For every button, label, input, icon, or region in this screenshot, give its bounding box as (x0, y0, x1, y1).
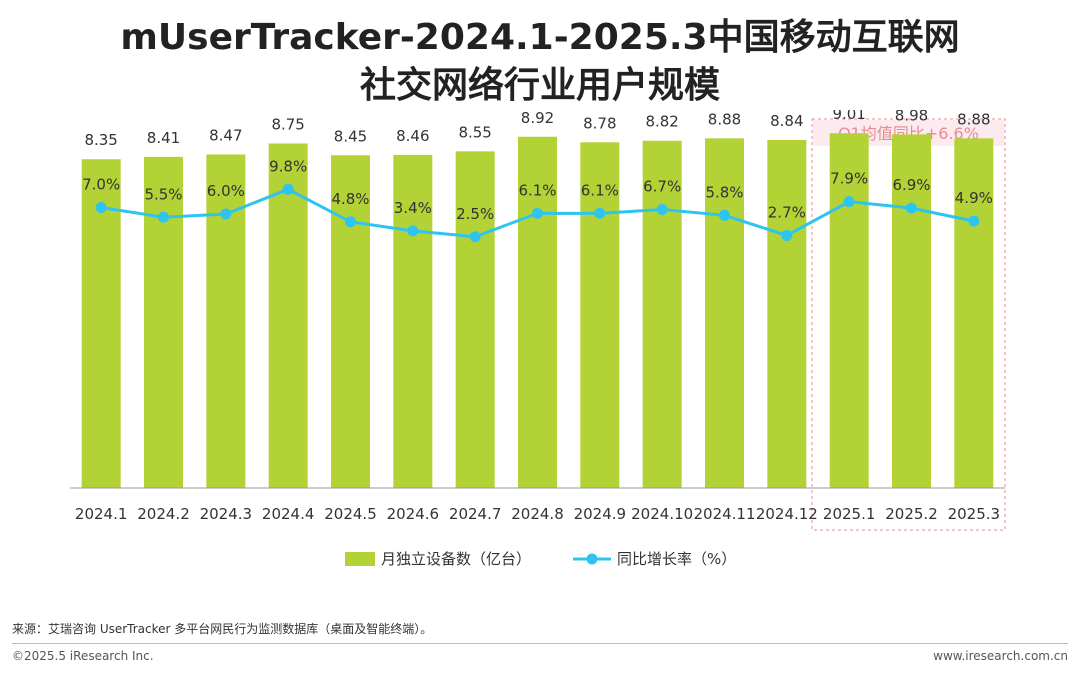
growth-point-2024.8 (532, 207, 543, 219)
bar-label-2025.3: 8.88 (957, 110, 990, 128)
growth-label-2024.4: 9.8% (269, 157, 307, 175)
bar-label-2024.4: 8.75 (271, 115, 304, 133)
x-tick-2025.2: 2025.2 (885, 505, 938, 523)
bar-label-2025.1: 9.01 (832, 110, 865, 123)
growth-label-2025.3: 4.9% (955, 189, 993, 207)
bar-label-2024.6: 8.46 (396, 127, 429, 145)
growth-label-2024.3: 6.0% (207, 182, 245, 200)
x-tick-2024.6: 2024.6 (387, 505, 440, 523)
bar-2024.1 (81, 159, 121, 488)
bar-2024.6 (393, 154, 433, 488)
growth-point-2025.2 (906, 202, 917, 214)
growth-point-2024.9 (594, 207, 606, 219)
bar-2024.4 (268, 143, 308, 488)
growth-point-2024.5 (345, 216, 356, 228)
x-tick-2025.1: 2025.1 (823, 505, 876, 523)
bar-2025.1 (829, 133, 869, 488)
highlight-box (811, 118, 1006, 531)
bar-label-2024.5: 8.45 (334, 127, 367, 145)
bar-label-2024.9: 8.78 (583, 114, 616, 132)
growth-point-2024.6 (407, 225, 419, 237)
x-tick-2024.4: 2024.4 (262, 505, 315, 523)
bar-2024.12 (767, 139, 807, 489)
growth-point-2025.3 (968, 215, 980, 227)
website: www.iresearch.com.cn (933, 649, 1068, 663)
growth-point-2024.4 (282, 183, 294, 195)
copyright: ©2025.5 iResearch Inc. (12, 649, 154, 663)
x-tick-2024.9: 2024.9 (574, 505, 627, 523)
growth-point-2024.10 (656, 203, 668, 215)
growth-point-2024.12 (781, 229, 793, 241)
x-tick-2024.1: 2024.1 (75, 505, 128, 523)
growth-label-2024.2: 5.5% (144, 185, 182, 203)
growth-label-2025.2: 6.9% (892, 176, 930, 194)
highlight-label: Q1均值同比+6.6% (838, 124, 979, 143)
legend-bar-label: 月独立设备数（亿台） (381, 550, 531, 568)
bar-2024.10 (642, 140, 682, 488)
x-tick-2024.10: 2024.10 (631, 505, 693, 523)
bar-label-2024.7: 8.55 (458, 123, 491, 141)
legend-line-marker (586, 553, 598, 565)
growth-point-2024.2 (158, 211, 169, 223)
growth-label-2024.12: 2.7% (768, 203, 806, 221)
growth-point-2024.11 (719, 209, 730, 221)
x-tick-2025.3: 2025.3 (948, 505, 1001, 523)
x-tick-2024.12: 2024.12 (756, 505, 818, 523)
x-tick-2024.5: 2024.5 (324, 505, 377, 523)
x-tick-2024.11: 2024.11 (693, 505, 755, 523)
bar-label-2024.1: 8.35 (84, 131, 117, 149)
bar-2024.5 (331, 155, 370, 488)
bar-2024.3 (206, 154, 246, 488)
source-note: 来源：艾瑞咨询 UserTracker 多平台网民行为监测数据库（桌面及智能终端… (12, 622, 433, 636)
footer-divider (12, 643, 1068, 644)
legend-line-label: 同比增长率（%） (617, 550, 736, 568)
bar-label-2024.12: 8.84 (770, 112, 803, 130)
bar-2024.7 (455, 151, 495, 488)
bar-2024.8 (518, 136, 557, 488)
bar-2025.3 (954, 138, 994, 488)
x-tick-2024.2: 2024.2 (137, 505, 190, 523)
bar-label-2024.8: 8.92 (521, 110, 554, 127)
legend-bar-swatch (345, 552, 375, 566)
growth-point-2024.3 (220, 208, 232, 220)
bar-2024.11 (705, 138, 744, 488)
x-tick-2024.7: 2024.7 (449, 505, 502, 523)
growth-label-2024.1: 7.0% (82, 176, 120, 194)
bar-2024.9 (580, 142, 620, 488)
chart-area: Q1均值同比+6.6% 8.35 8.41 8.47 8.75 8.45 8.46 8.55… (70, 110, 1006, 568)
growth-label-2025.1: 7.9% (830, 170, 868, 188)
growth-label-2024.7: 2.5% (456, 205, 494, 223)
bar-label-2025.2: 8.98 (895, 110, 928, 124)
growth-point-2025.1 (843, 196, 855, 208)
growth-label-2024.6: 3.4% (394, 199, 432, 217)
bar-2024.2 (144, 156, 183, 488)
growth-label-2024.9: 6.1% (581, 181, 619, 199)
growth-label-2024.5: 4.8% (331, 190, 369, 208)
growth-label-2024.8: 6.1% (518, 181, 556, 199)
growth-label-2024.11: 5.8% (705, 183, 743, 201)
chart-title-line2: 社交网络行业用户规模 (359, 65, 720, 106)
growth-point-2024.7 (469, 231, 481, 243)
bar-label-2024.3: 8.47 (209, 126, 242, 144)
chart-title-line1: mUserTracker-2024.1-2025.3中国移动互联网 (120, 17, 960, 58)
growth-label-2024.10: 6.7% (643, 177, 681, 195)
bar-label-2024.2: 8.41 (147, 129, 180, 147)
bar-label-2024.11: 8.88 (708, 110, 741, 128)
bar-2025.2 (892, 134, 931, 488)
x-tick-2024.8: 2024.8 (511, 505, 564, 523)
growth-point-2024.1 (95, 202, 107, 213)
x-tick-2024.3: 2024.3 (200, 505, 253, 523)
bar-label-2024.10: 8.82 (645, 113, 678, 131)
